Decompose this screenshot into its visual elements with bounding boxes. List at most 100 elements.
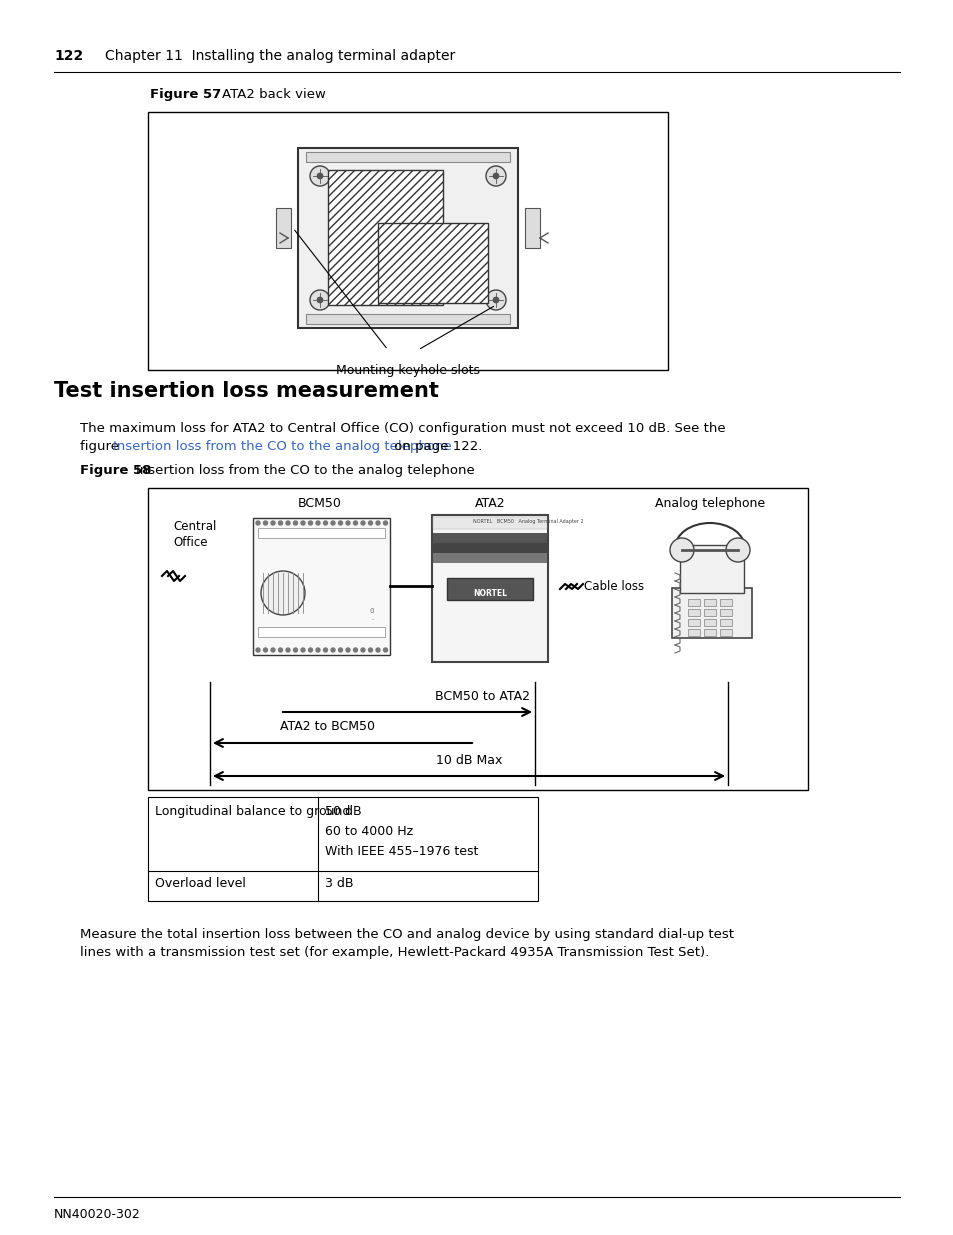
Text: With IEEE 455–1976 test: With IEEE 455–1976 test bbox=[325, 845, 477, 858]
Circle shape bbox=[255, 648, 260, 652]
Circle shape bbox=[263, 521, 267, 525]
Bar bbox=[687, 609, 700, 616]
Bar bbox=[687, 629, 700, 636]
Bar bbox=[447, 578, 533, 600]
Bar bbox=[275, 207, 291, 248]
Bar bbox=[687, 619, 700, 626]
Text: The maximum loss for ATA2 to Central Office (CO) configuration must not exceed 1: The maximum loss for ATA2 to Central Off… bbox=[80, 422, 725, 435]
Text: figure: figure bbox=[80, 440, 123, 453]
Circle shape bbox=[315, 648, 319, 652]
Circle shape bbox=[383, 648, 387, 652]
Text: NN40020-302: NN40020-302 bbox=[54, 1208, 141, 1221]
Circle shape bbox=[301, 648, 305, 652]
Text: Analog telephone: Analog telephone bbox=[655, 496, 764, 510]
Bar bbox=[687, 599, 700, 606]
Text: Mounting keyhole slots: Mounting keyhole slots bbox=[335, 364, 479, 377]
Circle shape bbox=[493, 296, 498, 303]
Circle shape bbox=[346, 648, 350, 652]
Text: NORTEL: NORTEL bbox=[473, 589, 506, 598]
Circle shape bbox=[346, 521, 350, 525]
Circle shape bbox=[271, 521, 274, 525]
Bar bbox=[433, 517, 546, 529]
Bar bbox=[306, 152, 510, 162]
Bar bbox=[432, 515, 547, 662]
Circle shape bbox=[310, 165, 330, 186]
Bar bbox=[679, 545, 743, 593]
Text: 10 dB Max: 10 dB Max bbox=[436, 755, 501, 767]
Bar bbox=[703, 629, 716, 636]
Text: 3 dB: 3 dB bbox=[325, 877, 354, 890]
Circle shape bbox=[316, 296, 323, 303]
Circle shape bbox=[354, 521, 357, 525]
Text: 122: 122 bbox=[54, 49, 83, 63]
Bar bbox=[703, 619, 716, 626]
Bar bbox=[253, 517, 390, 655]
Text: NORTEL   BCM50   Analog Terminal Adapter 2: NORTEL BCM50 Analog Terminal Adapter 2 bbox=[472, 519, 582, 524]
Bar bbox=[720, 599, 731, 606]
Bar bbox=[328, 170, 442, 305]
Text: ATA2: ATA2 bbox=[475, 496, 505, 510]
Text: 0
.: 0 . bbox=[370, 608, 374, 621]
Circle shape bbox=[308, 648, 313, 652]
Text: lines with a transmission test set (for example, Hewlett-Packard 4935A Transmiss: lines with a transmission test set (for … bbox=[80, 946, 708, 960]
Text: BCM50: BCM50 bbox=[297, 496, 341, 510]
Circle shape bbox=[323, 521, 327, 525]
Circle shape bbox=[485, 165, 505, 186]
Circle shape bbox=[383, 521, 387, 525]
Bar bbox=[703, 599, 716, 606]
Circle shape bbox=[294, 648, 297, 652]
Text: 60 to 4000 Hz: 60 to 4000 Hz bbox=[325, 825, 413, 839]
Circle shape bbox=[255, 521, 260, 525]
Bar bbox=[720, 619, 731, 626]
Circle shape bbox=[286, 521, 290, 525]
Bar bbox=[720, 609, 731, 616]
Circle shape bbox=[360, 521, 365, 525]
Bar bbox=[257, 529, 385, 538]
Text: Figure 57: Figure 57 bbox=[150, 88, 221, 101]
Text: 50 dB: 50 dB bbox=[325, 805, 361, 818]
Bar bbox=[433, 553, 546, 563]
Bar bbox=[433, 543, 546, 553]
Circle shape bbox=[331, 648, 335, 652]
Circle shape bbox=[354, 648, 357, 652]
Circle shape bbox=[360, 648, 365, 652]
Circle shape bbox=[669, 538, 693, 562]
Circle shape bbox=[368, 648, 372, 652]
Circle shape bbox=[294, 521, 297, 525]
Bar bbox=[671, 588, 751, 638]
Bar bbox=[703, 609, 716, 616]
Circle shape bbox=[278, 521, 282, 525]
Text: Central: Central bbox=[172, 520, 216, 534]
Text: Measure the total insertion loss between the CO and analog device by using stand: Measure the total insertion loss between… bbox=[80, 927, 733, 941]
Circle shape bbox=[271, 648, 274, 652]
Circle shape bbox=[375, 521, 379, 525]
Circle shape bbox=[375, 648, 379, 652]
Circle shape bbox=[331, 521, 335, 525]
Circle shape bbox=[278, 648, 282, 652]
Circle shape bbox=[263, 648, 267, 652]
Text: Test insertion loss measurement: Test insertion loss measurement bbox=[54, 382, 438, 401]
Text: Office: Office bbox=[172, 536, 208, 550]
Bar bbox=[148, 112, 667, 370]
Circle shape bbox=[310, 290, 330, 310]
Text: Longitudinal balance to ground: Longitudinal balance to ground bbox=[154, 805, 350, 818]
Text: on page 122.: on page 122. bbox=[390, 440, 482, 453]
Text: Cable loss: Cable loss bbox=[583, 579, 643, 593]
Bar bbox=[306, 314, 510, 324]
Bar bbox=[148, 797, 537, 902]
Circle shape bbox=[301, 521, 305, 525]
Circle shape bbox=[286, 648, 290, 652]
Circle shape bbox=[493, 173, 498, 179]
Text: Overload level: Overload level bbox=[154, 877, 246, 890]
Bar bbox=[433, 534, 546, 543]
Text: Insertion loss from the CO to the analog telephone: Insertion loss from the CO to the analog… bbox=[136, 464, 475, 477]
Text: Figure 58: Figure 58 bbox=[80, 464, 152, 477]
Bar bbox=[297, 148, 517, 329]
Circle shape bbox=[725, 538, 749, 562]
Text: BCM50 to ATA2: BCM50 to ATA2 bbox=[435, 690, 530, 703]
Circle shape bbox=[308, 521, 313, 525]
Bar bbox=[257, 627, 385, 637]
Text: ATA2 to BCM50: ATA2 to BCM50 bbox=[280, 720, 375, 734]
Circle shape bbox=[485, 290, 505, 310]
Circle shape bbox=[368, 521, 372, 525]
